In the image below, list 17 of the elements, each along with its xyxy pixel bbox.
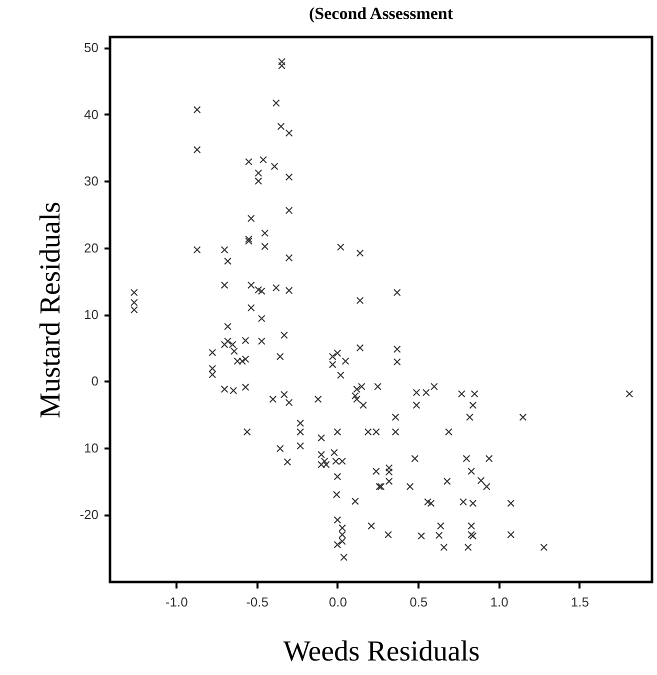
y-tick-label: 30 [84, 174, 98, 189]
x-tick-label: -1.0 [165, 594, 188, 610]
y-tick-label: 10 [84, 440, 98, 456]
x-tick-label: 0.0 [328, 594, 347, 610]
x-tick-label: 1.0 [490, 594, 508, 610]
x-axis-title: Weeds Residuals [283, 636, 480, 668]
x-tick-label: -0.5 [246, 594, 268, 610]
x-tick-label: 0.5 [410, 594, 428, 610]
y-tick-label: -20 [80, 507, 98, 522]
y-tick-label: 40 [84, 106, 98, 122]
y-tick-label: 20 [84, 240, 98, 256]
x-tick-label: 1.5 [570, 594, 589, 610]
y-tick-label: 0 [91, 374, 98, 389]
chart-title: (Second Assessment [308, 4, 454, 23]
y-axis-title: Mustard Residuals [34, 202, 67, 418]
y-tick-label: 10 [84, 307, 98, 322]
y-tick-label: 50 [84, 40, 98, 56]
